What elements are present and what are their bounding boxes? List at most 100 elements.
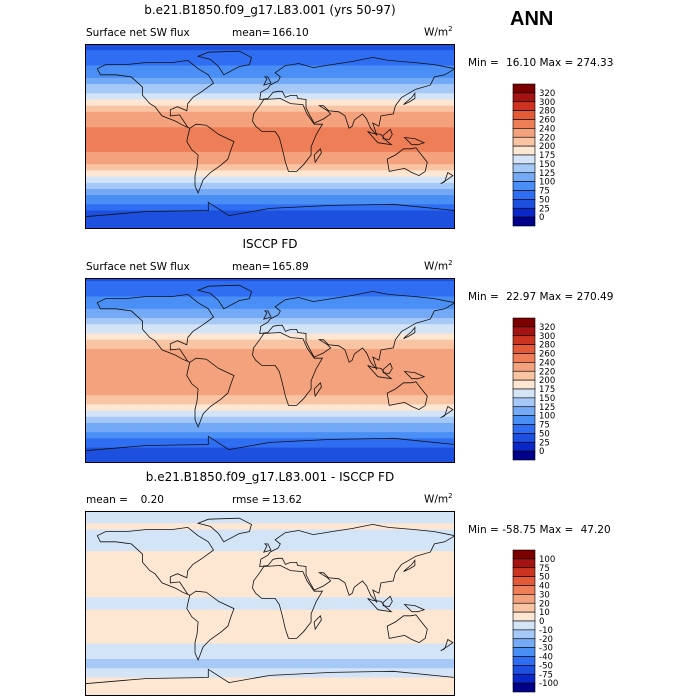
map-band bbox=[85, 538, 455, 543]
colorbar-tick-label: -50 bbox=[539, 661, 553, 671]
panel1-map-svg bbox=[84, 44, 457, 230]
map-band bbox=[85, 65, 455, 70]
colorbar-tick-label: 240 bbox=[539, 124, 555, 134]
colorbar-tick-label: 260 bbox=[539, 116, 555, 126]
colorbar-box bbox=[512, 611, 536, 622]
colorbar-tick-label: -100 bbox=[539, 679, 558, 689]
map-band bbox=[85, 541, 455, 546]
map-band bbox=[85, 339, 455, 344]
panel1-minmax: Min = 16.10 Max = 274.33 bbox=[468, 57, 613, 69]
coastline bbox=[263, 76, 272, 86]
map-band bbox=[85, 671, 455, 676]
map-band bbox=[85, 121, 455, 125]
colorbar-box bbox=[512, 415, 536, 425]
panel1-max-label: Max = bbox=[539, 57, 574, 69]
map-band bbox=[85, 367, 455, 372]
map-band bbox=[85, 179, 455, 184]
colorbar-box bbox=[512, 181, 536, 191]
colorbar-tick-label: 100 bbox=[539, 555, 555, 565]
map-band bbox=[85, 652, 455, 657]
map-band bbox=[85, 182, 455, 187]
map-band bbox=[85, 398, 455, 402]
colorbar-tick-label: 0 bbox=[539, 617, 544, 627]
map-band bbox=[85, 216, 455, 221]
colorbar-box bbox=[512, 665, 536, 675]
coastline bbox=[252, 98, 324, 172]
map-frame bbox=[85, 511, 455, 696]
map-band bbox=[85, 161, 455, 165]
colorbar-tick-label: 280 bbox=[539, 107, 555, 117]
map-band bbox=[85, 198, 455, 202]
map-band bbox=[85, 379, 455, 384]
map-band bbox=[85, 305, 455, 310]
colorbar-box bbox=[512, 656, 536, 666]
colorbar-tick-label: 25 bbox=[539, 438, 550, 448]
map-band bbox=[85, 114, 455, 119]
map-band bbox=[85, 87, 455, 91]
map-band bbox=[85, 90, 455, 94]
panel2-variable: Surface net SW flux bbox=[86, 261, 190, 273]
colorbar-box bbox=[512, 585, 536, 595]
map-band bbox=[85, 139, 455, 144]
panel2-colorbar: 320 300 280 260 240 220 200 175 150 125 100 75 50 25 0 bbox=[510, 314, 580, 464]
map-band bbox=[85, 581, 455, 586]
coastline bbox=[403, 603, 426, 613]
map-band bbox=[85, 447, 455, 452]
coastline bbox=[367, 131, 393, 146]
map-band bbox=[85, 680, 455, 685]
map-band bbox=[85, 192, 455, 196]
panel2-minmax: Min = 22.97 Max = 270.49 bbox=[468, 291, 613, 303]
panel3-units: W/m2 bbox=[424, 492, 453, 506]
map-band bbox=[85, 327, 455, 332]
map-band bbox=[85, 136, 455, 141]
panel2-mean-value: 165.89 bbox=[272, 261, 309, 273]
map-band bbox=[85, 548, 455, 552]
map-band bbox=[85, 674, 455, 679]
colorbar-tick-label: 75 bbox=[539, 421, 550, 431]
colorbar-box bbox=[512, 353, 536, 363]
colorbar-box bbox=[512, 441, 536, 452]
map-band bbox=[85, 293, 455, 298]
colorbar-tick-label: 300 bbox=[539, 98, 555, 108]
map-band bbox=[85, 108, 455, 113]
map-band bbox=[85, 649, 455, 654]
panel3-min-label: Min = bbox=[468, 524, 499, 536]
colorbar-box bbox=[512, 673, 536, 684]
map-band bbox=[85, 389, 455, 393]
map-band bbox=[85, 296, 455, 301]
map-band bbox=[85, 588, 455, 592]
map-band bbox=[85, 441, 455, 446]
map-band bbox=[85, 554, 455, 558]
map-band bbox=[85, 74, 455, 79]
panel2-max-label: Max = bbox=[539, 291, 574, 303]
colorbar-tick-label: -30 bbox=[539, 644, 553, 654]
map-band bbox=[85, 612, 455, 617]
map-band bbox=[85, 606, 455, 611]
map-band bbox=[85, 210, 455, 215]
map-band bbox=[85, 59, 455, 64]
map-band bbox=[85, 594, 455, 598]
map-band bbox=[85, 330, 455, 335]
map-band bbox=[85, 609, 455, 614]
map-band bbox=[85, 640, 455, 645]
map-band bbox=[85, 410, 455, 415]
map-band bbox=[85, 665, 455, 669]
coastline bbox=[382, 362, 393, 375]
map-band bbox=[85, 105, 455, 110]
map-band bbox=[85, 176, 455, 181]
map-band bbox=[85, 572, 455, 577]
colorbar-box bbox=[512, 172, 536, 182]
map-band bbox=[85, 662, 455, 666]
map-band bbox=[85, 668, 455, 672]
colorbar-box bbox=[512, 119, 536, 129]
map-band bbox=[85, 432, 455, 436]
map-band bbox=[85, 93, 455, 98]
map-band bbox=[85, 81, 455, 85]
map-band bbox=[85, 532, 455, 537]
map-band bbox=[85, 578, 455, 583]
map-band bbox=[85, 520, 455, 524]
map-band bbox=[85, 557, 455, 561]
map-band bbox=[85, 158, 455, 162]
colorbar-tick-label: 240 bbox=[539, 358, 555, 368]
map-band bbox=[85, 686, 455, 691]
